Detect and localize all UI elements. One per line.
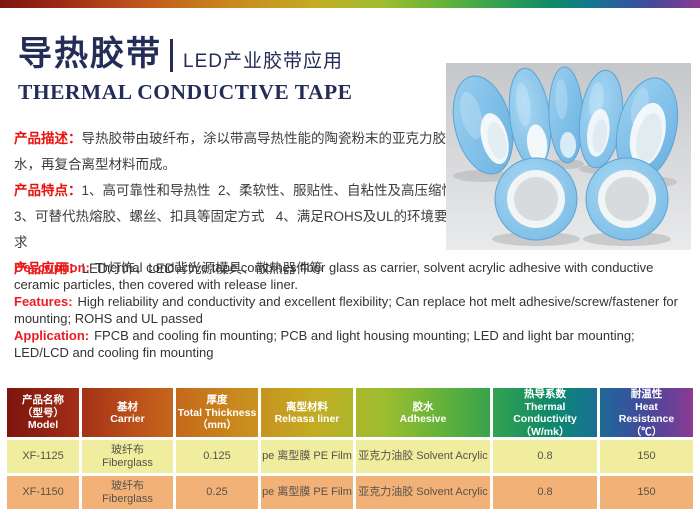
cn-features-text: 1、高可靠性和导热性 2、柔软性、服贴性、自粘性及高压缩性 3、可替代热熔胶、螺… xyxy=(14,183,456,250)
tape-roll-standing xyxy=(578,69,624,169)
spec-table-header: 产品名称 （型号） Model 基材 Carrier 厚度 Total Thic… xyxy=(7,388,693,438)
cn-description-text: 导热胶带由玻纤布，涂以带高导热性能的陶瓷粉末的亚克力胶 水，再复合离型材料而成。 xyxy=(14,131,446,172)
tape-roll-standing xyxy=(615,77,679,181)
table-row: XF-1150 玻纤布 Fiberglass 0.25 pe 离型膜 PE Fi… xyxy=(7,476,693,509)
col-header-thermal-conductivity: 热导系数 Thermal Conductivity （W/mk） xyxy=(490,388,597,438)
title-divider xyxy=(170,38,173,72)
title-row: 导热胶带 LED产业胶带应用 xyxy=(18,35,352,73)
tape-roll-standing xyxy=(548,66,584,164)
tape-roll-flat xyxy=(585,157,669,241)
col-header-thickness: 厚度 Total Thickness （mm） xyxy=(173,388,258,438)
cell-thickness: 0.25 xyxy=(173,476,258,509)
rainbow-top-bar xyxy=(0,0,700,8)
col-header-release-liner: 离型材料 Releasa liner xyxy=(258,388,353,438)
product-intro-cn: 产品描述：导热胶带由玻纤布，涂以带高导热性能的陶瓷粉末的亚克力胶 水，再复合离型… xyxy=(14,126,458,282)
en-description-text: Thermal conductive tape combines fiber g… xyxy=(14,260,654,292)
cn-application-paragraph: 产品应用：LED灯饰、LED背光源模具、散热器件等 xyxy=(14,256,458,282)
cell-release-liner: pe 离型膜 PE Film xyxy=(258,440,353,473)
en-application-text: FPCB and cooling fin mounting; PCB and l… xyxy=(14,328,635,360)
col-header-adhesive: 胶水 Adhesive xyxy=(353,388,490,438)
page-header: 导热胶带 LED产业胶带应用 THERMAL CONDUCTIVE TAPE xyxy=(18,35,353,105)
col-header-carrier: 基材 Carrier xyxy=(79,388,173,438)
en-description-label: Description: xyxy=(14,260,90,275)
cell-model: XF-1125 xyxy=(22,450,64,462)
en-features-text: High reliability and conductivity and ex… xyxy=(14,294,678,326)
table-row: XF-1125 玻纤布 Fiberglass 0.125 pe 离型膜 PE F… xyxy=(7,440,693,473)
en-features-paragraph: Features: High reliability and conductivi… xyxy=(14,293,692,327)
cell-thermal-conductivity: 0.8 xyxy=(490,440,597,473)
cn-application-label: 产品应用： xyxy=(14,261,82,276)
col-header-heat-resistance: 耐温性 Heat Resistance （℃） xyxy=(597,388,693,438)
en-description-paragraph: Description: Thermal conductive tape comb… xyxy=(14,259,692,293)
page-subtitle-cn: LED产业胶带应用 xyxy=(183,50,343,72)
product-intro-en: Description: Thermal conductive tape comb… xyxy=(14,259,692,361)
cell-heat-resistance: 150 xyxy=(597,476,693,509)
cell-release-liner: pe 离型膜 PE Film xyxy=(258,476,353,509)
cn-description-label: 产品描述： xyxy=(14,131,82,146)
en-features-label: Features: xyxy=(14,294,73,309)
cn-features-paragraph: 产品特点：1、高可靠性和导热性 2、柔软性、服贴性、自粘性及高压缩性 3、可替代… xyxy=(14,178,458,256)
en-application-paragraph: Application: FPCB and cooling fin mountin… xyxy=(14,327,692,361)
cell-heat-resistance: 150 xyxy=(597,440,693,473)
en-application-label: Application: xyxy=(14,328,90,343)
product-photo xyxy=(446,63,691,250)
page-title-en: THERMAL CONDUCTIVE TAPE xyxy=(18,79,353,104)
page-title-cn: 导热胶带 xyxy=(18,35,162,73)
tape-roll-flat xyxy=(494,157,578,241)
cell-carrier: 玻纤布 Fiberglass xyxy=(79,476,173,509)
col-header-model: 产品名称 （型号） Model xyxy=(22,394,64,432)
cell-adhesive: 亚克力油胶 Solvent Acrylic xyxy=(353,440,490,473)
cn-features-label: 产品特点： xyxy=(14,183,82,198)
tape-rolls-illustration xyxy=(446,63,691,250)
tape-roll-standing xyxy=(508,67,552,169)
cn-description-paragraph: 产品描述：导热胶带由玻纤布，涂以带高导热性能的陶瓷粉末的亚克力胶 水，再复合离型… xyxy=(14,126,458,178)
cell-adhesive: 亚克力油胶 Solvent Acrylic xyxy=(353,476,490,509)
cell-thermal-conductivity: 0.8 xyxy=(490,476,597,509)
cell-thickness: 0.125 xyxy=(173,440,258,473)
tape-roll-standing xyxy=(452,75,514,175)
cell-carrier: 玻纤布 Fiberglass xyxy=(79,440,173,473)
cell-model: XF-1150 xyxy=(22,486,64,498)
cn-application-text: LED灯饰、LED背光源模具、散热器件等 xyxy=(81,261,324,276)
spec-table: 产品名称 （型号） Model 基材 Carrier 厚度 Total Thic… xyxy=(7,388,693,509)
